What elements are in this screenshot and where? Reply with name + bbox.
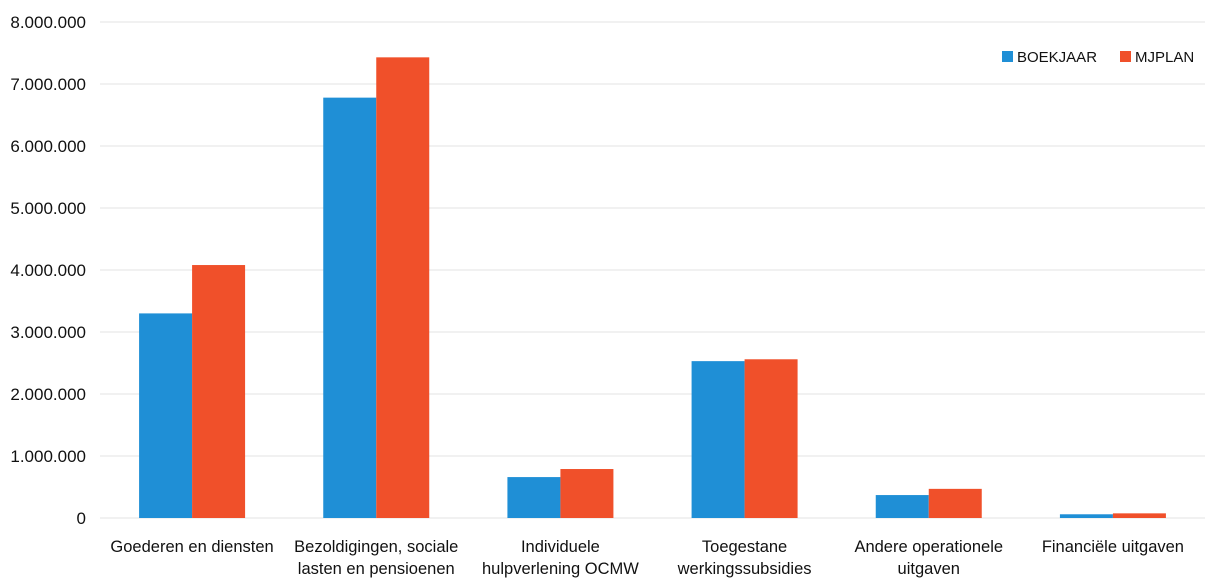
bar-mjplan-4 [928, 488, 982, 518]
x-axis: Goederen en diensten Bezoldigingen, socia… [110, 538, 1184, 578]
y-tick-label: 5.000.000 [10, 199, 86, 218]
bar-boekjaar-4 [875, 495, 929, 518]
y-axis: 0 1.000.000 2.000.000 3.000.000 4.000.000 5.0… [10, 13, 86, 528]
bar-mjplan-2 [560, 469, 614, 518]
bar-boekjaar-1 [323, 97, 377, 518]
grid-lines [100, 21, 1205, 519]
bar-boekjaar-5 [1059, 514, 1113, 518]
y-tick-label: 7.000.000 [10, 75, 86, 94]
bar-mjplan-5 [1112, 513, 1166, 518]
y-tick-label: 2.000.000 [10, 385, 86, 404]
x-tick-label: Financiële uitgaven [1042, 538, 1184, 556]
x-tick-label: lasten en pensioenen [298, 560, 455, 578]
y-tick-label: 0 [77, 509, 86, 528]
y-tick-label: 1.000.000 [10, 447, 86, 466]
bar-boekjaar-3 [691, 361, 745, 518]
y-tick-label: 4.000.000 [10, 261, 86, 280]
x-tick-label: Bezoldigingen, sociale [294, 538, 458, 556]
y-tick-label: 3.000.000 [10, 323, 86, 342]
x-tick-label: uitgaven [898, 560, 960, 578]
bar-mjplan-0 [192, 265, 246, 518]
x-tick-label: hulpverlening OCMW [482, 560, 639, 578]
bar-mjplan-3 [744, 359, 798, 518]
legend-swatch [1120, 51, 1131, 62]
x-tick-label: Goederen en diensten [110, 538, 273, 556]
x-tick-label: Individuele [521, 538, 600, 556]
bar-boekjaar-0 [139, 313, 193, 518]
legend-label: MJPLAN [1135, 49, 1194, 66]
x-tick-label: werkingssubsidies [677, 560, 812, 578]
bar-boekjaar-2 [507, 477, 561, 518]
bar-mjplan-1 [376, 57, 430, 519]
y-tick-label: 8.000.000 [10, 13, 86, 32]
x-tick-label: Andere operationele [854, 538, 1003, 556]
y-tick-label: 6.000.000 [10, 137, 86, 156]
legend-swatch [1002, 51, 1013, 62]
x-tick-label: Toegestane [702, 538, 787, 556]
legend-label: BOEKJAAR [1017, 49, 1097, 66]
legend: BOEKJAAR MJPLAN [1002, 49, 1194, 66]
bars [139, 57, 1166, 519]
